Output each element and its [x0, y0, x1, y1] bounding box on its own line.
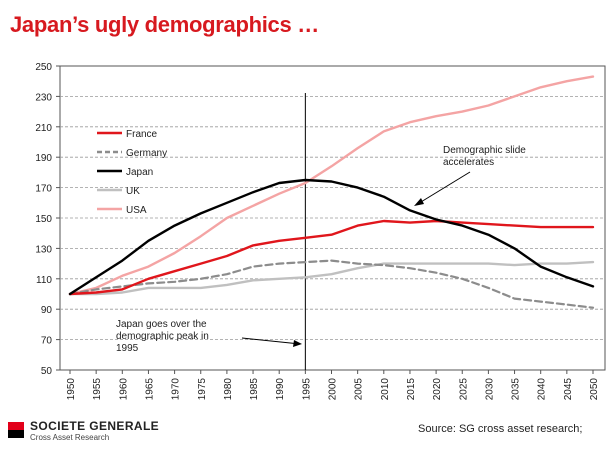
series-lines [68, 75, 595, 309]
series-line-germany [68, 259, 595, 309]
x-tick-label: 1995 [301, 378, 312, 401]
y-tick-label: 250 [35, 62, 52, 73]
x-tick-label: 2040 [537, 378, 548, 401]
y-tick-label: 210 [35, 123, 52, 134]
annotation-peak-text: demographic peak in [116, 331, 209, 342]
y-tick-label: 190 [35, 153, 52, 164]
y-tick-label: 150 [35, 214, 52, 225]
x-tick-label: 1990 [275, 378, 286, 401]
y-axis-ticks: 50 70 90 110 130 150 170 190 210 230 250 [35, 62, 60, 377]
x-tick-label: 2005 [354, 378, 365, 401]
x-tick-label: 1965 [144, 378, 155, 401]
legend-label-uk: UK [126, 186, 140, 197]
source-note: Source: SG cross asset research; [418, 423, 583, 435]
societe-generale-logo: SOCIETE GENERALE Cross Asset Research [8, 420, 159, 442]
brand-name: SOCIETE GENERALE [30, 419, 160, 433]
series-line-japan [68, 178, 595, 296]
annotation-slide-text: Demographic slide [443, 145, 526, 156]
annotation-slide-arrowhead [414, 198, 424, 206]
annotation-peak-text: Japan goes over the [116, 319, 207, 330]
annotation-peak-arrowhead [293, 340, 302, 347]
x-tick-label: 2025 [458, 378, 469, 401]
x-tick-label: 2000 [328, 378, 339, 401]
x-tick-label: 1975 [197, 378, 208, 401]
series-line-france [68, 219, 595, 296]
legend-label-france: France [126, 129, 158, 140]
x-tick-label: 2015 [406, 378, 417, 401]
y-tick-label: 170 [35, 184, 52, 195]
annotation-slide-arrow [415, 171, 471, 206]
legend-label-germany: Germany [126, 148, 167, 159]
x-tick-label: 1950 [66, 378, 77, 401]
y-tick-label: 130 [35, 244, 52, 255]
y-tick-label: 50 [41, 366, 53, 377]
brand-subtitle: Cross Asset Research [30, 433, 110, 442]
x-tick-label: 2020 [432, 378, 443, 401]
logo-mark-icon [8, 422, 24, 438]
x-axis-ticks: 1950 1955 1960 1965 1970 1975 1980 1985 1990 1995… [66, 370, 600, 400]
y-tick-label: 90 [41, 305, 53, 316]
x-tick-label: 2050 [589, 378, 600, 401]
y-tick-label: 230 [35, 92, 52, 103]
x-tick-label: 2045 [563, 378, 574, 401]
y-tick-label: 110 [36, 275, 52, 286]
legend-label-usa: USA [126, 205, 147, 216]
x-tick-label: 1985 [249, 378, 260, 401]
legend: France Germany Japan UK USA [97, 129, 167, 216]
x-tick-label: 2010 [380, 378, 391, 401]
series-line-uk [68, 260, 595, 296]
annotation-peak-arrow [241, 337, 301, 345]
annotation-slide-text: accelerates [443, 157, 494, 168]
x-tick-label: 1955 [92, 378, 103, 401]
page-title: Japan’s ugly demographics … [10, 12, 319, 37]
legend-label-japan: Japan [126, 167, 153, 178]
y-tick-label: 70 [41, 336, 53, 347]
x-tick-label: 1970 [171, 378, 182, 401]
x-tick-label: 2030 [484, 378, 495, 401]
annotation-peak-text: 1995 [116, 343, 139, 354]
x-tick-label: 1980 [223, 378, 234, 401]
x-tick-label: 1960 [118, 378, 129, 401]
grid-lines [60, 96, 605, 341]
x-tick-label: 2035 [511, 378, 522, 401]
series-line-usa [68, 75, 595, 296]
